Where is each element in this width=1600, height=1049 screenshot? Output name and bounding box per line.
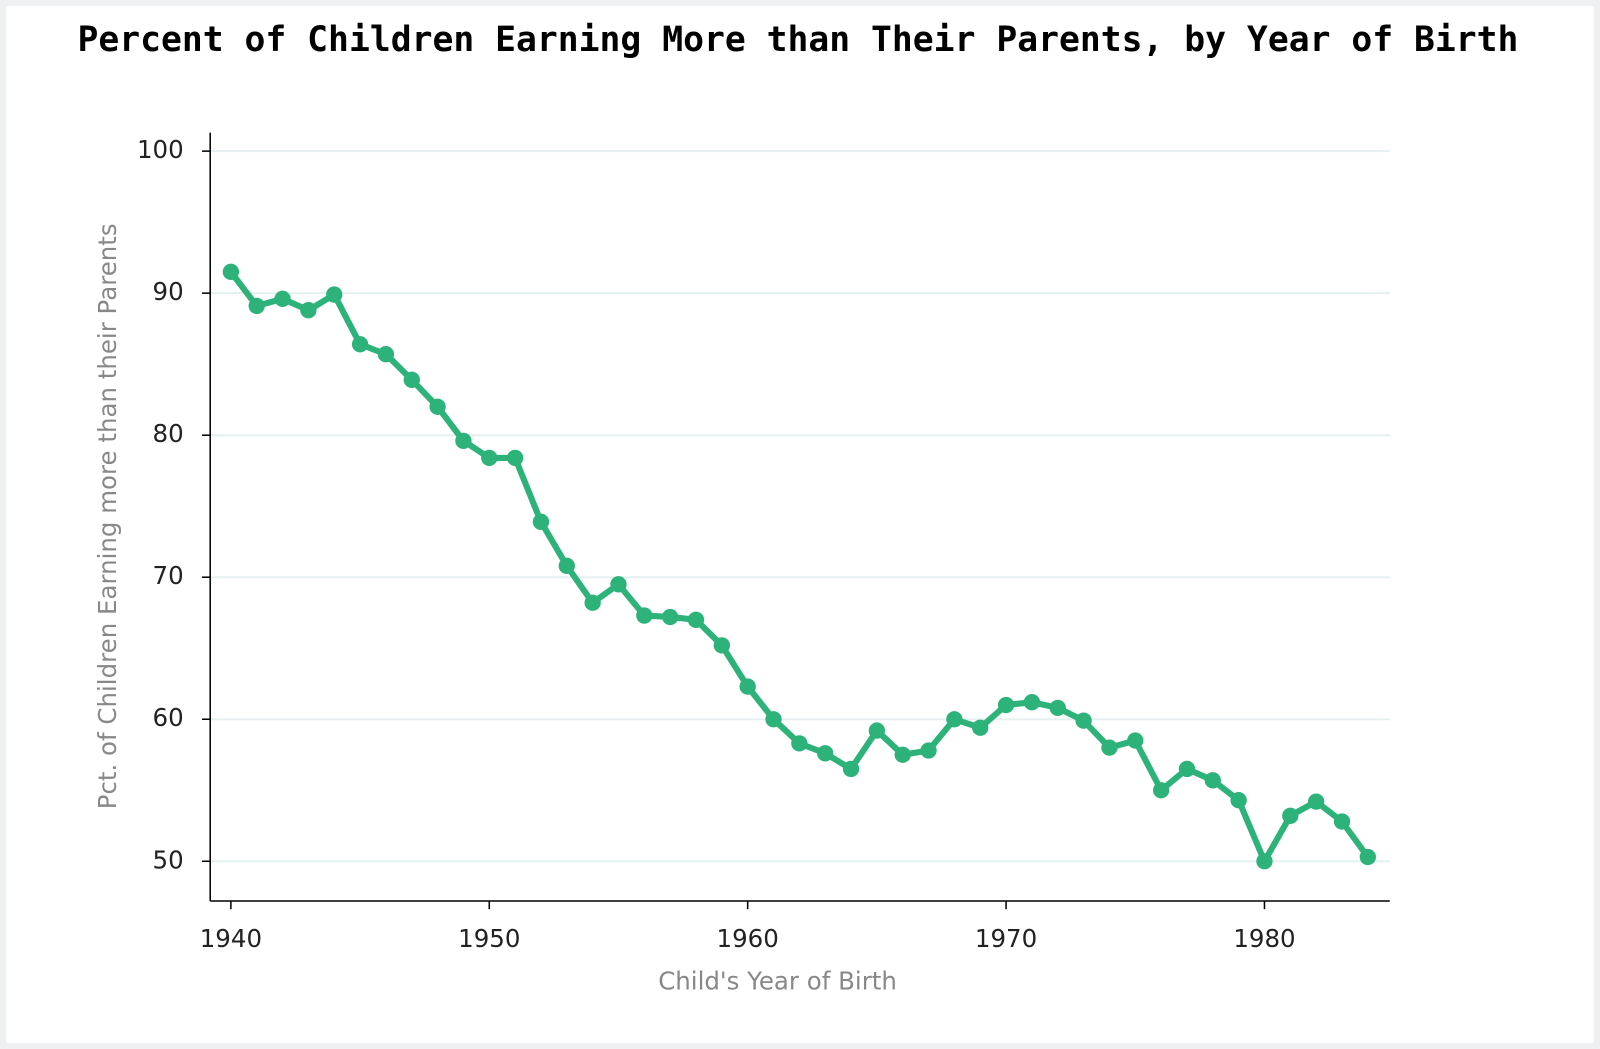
point [377,346,395,363]
point [1204,772,1221,789]
point [687,611,705,628]
x-axis-label: Child's Year of Birth [658,967,897,996]
point [455,432,472,450]
point [997,696,1015,714]
point [842,760,860,778]
point [222,263,240,281]
point [584,594,601,611]
panel [6,6,1594,1043]
point [1333,813,1351,830]
point [1075,712,1092,729]
point [429,398,446,415]
point [1178,760,1196,778]
point [532,513,550,530]
point [1152,782,1170,799]
point [1101,739,1118,756]
point [661,608,679,626]
x-tick-label: 1960 [717,924,779,953]
chart-title: Percent of Children Earning More than Th… [77,20,1518,60]
point [1230,792,1247,809]
point [972,719,989,736]
point [791,735,808,752]
point [326,286,343,303]
point [1282,807,1299,824]
point [868,722,886,739]
point [946,711,963,728]
point [739,678,756,695]
point [1359,848,1376,866]
y-tick-label: 80 [153,419,184,448]
x-tick-label: 1980 [1233,924,1295,953]
point [765,711,782,728]
point [274,290,291,307]
point [817,745,834,762]
y-tick-label: 50 [153,845,184,874]
point [403,371,420,388]
y-tick-label: 70 [153,561,184,590]
point [1049,699,1066,717]
point [351,336,369,353]
x-tick-label: 1940 [200,924,262,953]
point [300,302,317,319]
point [1127,732,1144,749]
point [610,576,627,593]
y-tick-label: 100 [137,135,184,164]
y-tick-label: 90 [153,277,184,306]
x-tick-label: 1950 [458,924,520,953]
point [636,607,653,624]
point [713,637,730,654]
point [1307,793,1325,810]
point [1023,694,1041,711]
point [248,297,265,315]
point [1256,853,1273,870]
y-tick-label: 60 [153,703,184,732]
point [506,449,524,467]
y-axis-label: Pct. of Children Earning more than their… [93,223,122,809]
point [920,742,937,759]
x-tick-label: 1970 [975,924,1037,953]
point [558,557,575,575]
point [894,746,911,763]
point [481,449,498,467]
